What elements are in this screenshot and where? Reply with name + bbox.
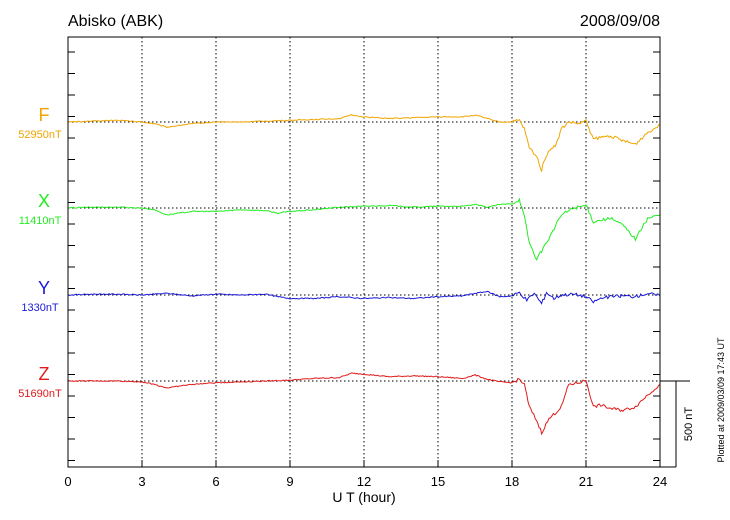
series-baselines [68,121,660,382]
series-name-z: Z [39,364,50,384]
plotted-at-note: Plotted at 2009/03/09 17:43 UT [716,337,726,463]
grid-lines [141,37,587,467]
x-tick-label: 9 [286,474,293,489]
x-tick-label: 3 [138,474,145,489]
chart-date: 2008/09/08 [580,13,660,30]
series-baseline-label-z: 51690nT [18,388,62,400]
x-tick-label: 18 [505,474,519,489]
x-tick-label: 0 [64,474,71,489]
x-tick-label: 21 [579,474,593,489]
series-baseline-label-x: 11410nT [19,215,62,227]
x-tick-label: 12 [357,474,371,489]
scale-bar-label: 500 nT [683,407,695,442]
series-line-y [67,290,661,305]
series-line-x [67,197,661,261]
series-name-y: Y [38,278,50,298]
series-line-f [67,114,661,172]
series-baseline-label-f: 52950nT [18,129,62,141]
x-tick-label: 15 [431,474,445,489]
x-axis-label: U T (hour) [332,489,395,505]
series-baseline-label-y: 1330nT [21,302,59,314]
chart-title: Abisko (ABK) [68,13,163,30]
series-line-z [67,372,661,436]
series-name-x: X [38,191,50,211]
x-tick-label: 24 [653,474,667,489]
series-lines [67,114,661,436]
series-labels: F 52950nT X 11410nT Y 1330nT Z 51690nT [18,105,62,400]
x-axis-ticks: 0 3 6 9 12 15 18 21 24 [64,460,667,489]
x-tick-label: 6 [212,474,219,489]
scale-bar: 500 nT [660,380,695,468]
series-name-f: F [39,105,50,125]
axis-minor-ticks [68,51,660,461]
